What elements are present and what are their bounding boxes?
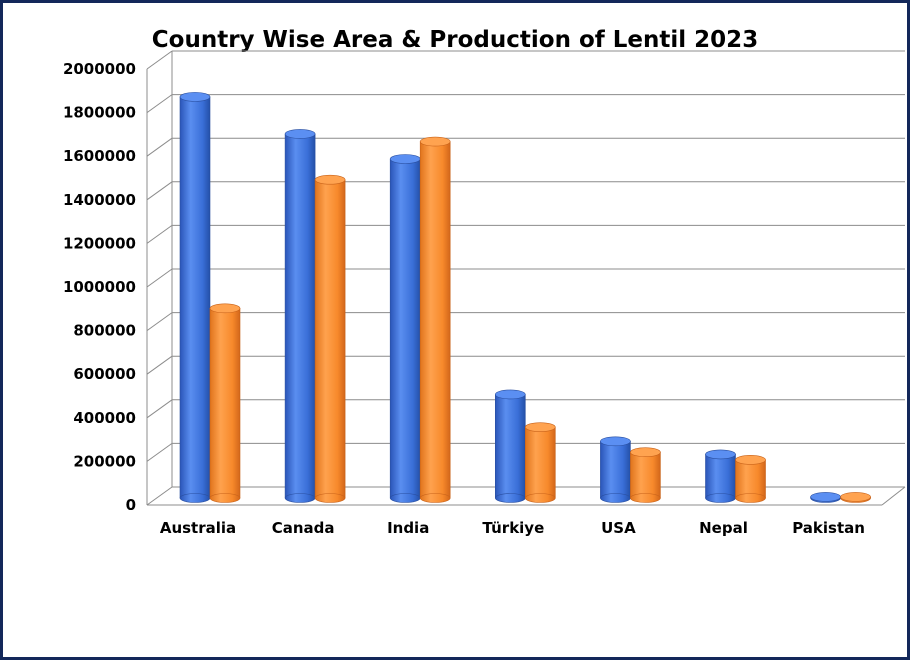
- bar-top: [389, 154, 421, 164]
- bar-orange: [419, 136, 451, 503]
- bar-blue: [179, 92, 211, 503]
- gridline-side: [146, 268, 173, 288]
- bar-top: [314, 174, 346, 185]
- bar-top: [524, 422, 556, 432]
- bar-base: [314, 493, 346, 503]
- bar-base: [494, 493, 526, 503]
- chart-title: Country Wise Area & Production of Lentil…: [152, 27, 758, 53]
- gridline-side: [146, 399, 173, 419]
- bar-top: [284, 129, 316, 139]
- bar-body: [705, 454, 736, 499]
- bar-blue: [810, 492, 841, 503]
- x-tick-label: Türkiye: [482, 519, 544, 537]
- bar-top: [600, 436, 631, 447]
- gridline-side: [146, 442, 173, 462]
- gridline-side: [146, 312, 173, 332]
- bar-top: [705, 449, 736, 460]
- bar-orange: [524, 422, 556, 503]
- bar-body: [284, 133, 316, 499]
- y-tick-label: 1200000: [63, 234, 136, 252]
- bar-body: [419, 141, 451, 499]
- bar-blue: [389, 154, 421, 503]
- bar-base: [705, 493, 736, 503]
- y-tick-label: 1400000: [63, 191, 136, 209]
- x-tick-label: Australia: [160, 519, 236, 537]
- bar-top: [630, 447, 661, 458]
- y-tick-label: 1000000: [63, 278, 136, 296]
- bar-top: [419, 136, 451, 147]
- bar-top: [735, 455, 766, 465]
- bar-top: [810, 492, 841, 502]
- bar-body: [314, 179, 346, 499]
- bar-base: [419, 493, 451, 503]
- floor-right-edge: [881, 486, 906, 506]
- y-tick-label: 600000: [73, 365, 136, 383]
- bar-top: [179, 92, 211, 102]
- gridline-side: [146, 181, 173, 201]
- bar-base: [284, 493, 316, 503]
- gridline-side: [146, 94, 173, 114]
- bar-base: [209, 493, 241, 503]
- y-tick-label: 1800000: [63, 104, 136, 122]
- bar-blue: [494, 389, 526, 503]
- bar-orange: [840, 492, 871, 503]
- x-tick-label: Pakistan: [792, 519, 865, 537]
- y-tick-label: 400000: [73, 409, 136, 427]
- bar-base: [389, 493, 421, 503]
- bar-body: [494, 394, 526, 499]
- bar-base: [179, 493, 211, 503]
- x-tick-label: Nepal: [699, 519, 748, 537]
- bar-base: [600, 493, 631, 503]
- x-tick-label: Canada: [272, 519, 335, 537]
- bar-body: [179, 96, 211, 499]
- bar-body: [735, 459, 766, 499]
- bar-orange: [209, 303, 241, 503]
- x-tick-label: India: [387, 519, 429, 537]
- gridline-side: [146, 50, 173, 70]
- bar-body: [389, 158, 421, 499]
- y-tick-label: 200000: [73, 452, 136, 470]
- bar-orange: [735, 455, 766, 503]
- y-tick-label: 1600000: [63, 147, 136, 165]
- bar-body: [600, 441, 631, 499]
- y-tick-label: 800000: [73, 322, 136, 340]
- gridline-side: [146, 486, 173, 506]
- gridline-side: [146, 137, 173, 157]
- x-tick-label: USA: [601, 519, 636, 537]
- bar-orange: [314, 174, 346, 503]
- bar-base: [735, 493, 766, 503]
- bar-body: [209, 308, 241, 499]
- bar-blue: [600, 436, 631, 503]
- bar-orange: [630, 447, 661, 503]
- bar-blue: [705, 449, 736, 503]
- bar-body: [524, 426, 556, 499]
- bar-base: [524, 493, 556, 503]
- gridline-side: [146, 224, 173, 244]
- bar-base: [630, 493, 661, 503]
- bar-top: [209, 303, 241, 314]
- y-tick-label: 0: [126, 496, 136, 514]
- bar-top: [840, 492, 871, 502]
- bar-top: [494, 389, 526, 400]
- y-tick-label: 2000000: [63, 60, 136, 78]
- gridline-side: [146, 355, 173, 375]
- bar-blue: [284, 129, 316, 503]
- bar-body: [630, 451, 661, 499]
